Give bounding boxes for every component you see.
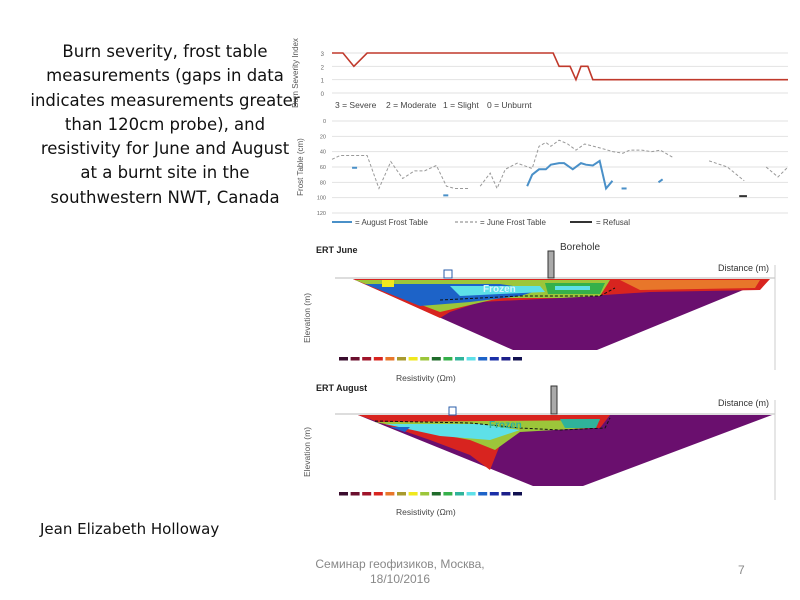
frost-tick-label: 40 [320,150,326,156]
colorbar-bg [331,488,529,501]
ert-june-frozen-label: Frozen [483,284,516,295]
colorbar-swatch [478,492,488,496]
ert-june-title: ERT June [316,245,358,255]
frost-tick-label: 20 [320,134,326,140]
severity-legend-note-3: 3 = Severe [335,100,377,110]
ert-june-frozen-cyan [450,286,545,296]
august-frost-line [526,159,614,191]
severity-line [332,52,788,82]
borehole-label: Borehole [560,242,600,253]
legend-refusal: = Refusal [596,218,630,227]
colorbar-swatch [455,357,464,361]
august-frost-line [657,178,664,184]
colorbar-swatch [431,357,441,361]
ert-august-frozen-label: Frozen [489,420,522,431]
colorbar-swatch [455,492,464,496]
colorbar-swatch [397,492,406,496]
slide-caption: Burn severity, frost table measurements … [30,42,300,207]
colorbar-swatch [408,357,418,361]
ert-august-frozen-teal [560,419,600,428]
colorbar-swatch [478,357,488,361]
colorbar-swatch [489,357,499,361]
ert-june-frozen-boundary [439,287,616,301]
legend-august: = August Frost Table [355,218,429,227]
colorbar-swatch [443,357,453,361]
colorbar-swatch [373,492,383,496]
ert-june-xlabel: Distance (m) [718,263,769,273]
severity-tick-label: 1 [321,79,325,85]
severity-legend-note-0: 0 = Unburnt [487,100,532,110]
severity-tick-label: 2 [321,65,325,71]
colorbar-swatch [513,357,522,361]
frost-tick-label: 0 [323,119,326,125]
colorbar-swatch [362,492,372,496]
ert-august-site-marker [448,406,457,416]
colorbar-swatch [373,357,383,361]
colorbar-swatch [420,492,430,496]
severity-ylabel: Burn Severity Index [291,38,300,108]
colorbar-swatch [489,492,499,496]
ert-august-borehole-marker [550,385,558,415]
ert-august-colorbar-label: Resistivity (Ωm) [396,507,456,517]
ert-june-ylabel: Elevation (m) [302,293,312,343]
colorbar-swatch [443,492,453,496]
colorbar-bg [331,353,529,366]
ert-june-borehole-marker [547,250,555,279]
ert-august-xlabel: Distance (m) [718,398,769,408]
frost-tick-label: 60 [320,165,326,171]
ert-august-frozen-cyan [385,424,520,440]
severity-tick-label: 3 [321,52,325,58]
colorbar-swatch [513,492,522,496]
severity-tick-label: 0 [321,92,325,98]
author-name: Jean Elizabeth Holloway [40,520,220,538]
colorbar-swatch [466,357,476,361]
severity-legend-note-1: 1 = Slight [443,100,479,110]
colorbar-swatch [431,492,441,496]
colorbar-swatch [385,357,395,361]
legend-june: = June Frost Table [480,218,546,227]
ert-august-frozen-boundary [374,417,611,431]
june-frost-line [479,139,674,190]
ert-august-title: ERT August [316,383,367,393]
frost-table-chart: Frost Table (cm) = August Frost Table = … [296,119,789,227]
june-frost-line [708,160,745,182]
ert-august-ylabel: Elevation (m) [302,427,312,477]
frost-ylabel: Frost Table (cm) [296,138,305,196]
ert-june-colorbar [331,353,529,366]
ert-june-section: ERT June Borehole Distance (m) Elevation… [302,242,776,383]
june-frost-line [765,166,789,178]
ert-august-colorbar [331,488,529,501]
colorbar-swatch [408,492,418,496]
colorbar-swatch [466,492,476,496]
june-frost-line [331,155,469,190]
colorbar-swatch [339,357,348,361]
colorbar-swatch [420,357,430,361]
ert-june-yellow-patch [382,280,394,287]
ert-june-frozen-core [555,286,590,290]
ert-june-site-marker [443,269,453,279]
ert-august-frozen-blue [390,427,410,432]
ert-june-orange-layer [620,280,760,290]
burn-severity-chart: Burn Severity Index 3 = Severe 2 = Moder… [291,38,788,110]
frost-tick-label: 80 [320,180,326,186]
colorbar-swatch [501,357,511,361]
colorbar-swatch [385,492,395,496]
colorbar-swatch [362,357,372,361]
colorbar-swatch [350,492,360,496]
slide-footer: Семинар геофизиков, Москва, 18/10/2016 [315,557,485,586]
colorbar-swatch [339,492,348,496]
ert-june-colorbar-label: Resistivity (Ωm) [396,373,456,383]
ert-august-section: ERT August Distance (m) Elevation (m) Fr… [302,383,776,517]
colorbar-swatch [397,357,406,361]
page-number: 7 [738,563,745,577]
colorbar-swatch [501,492,511,496]
frost-tick-label: 100 [317,196,326,202]
severity-legend-note-2: 2 = Moderate [386,100,437,110]
frost-tick-label: 120 [317,211,326,217]
colorbar-swatch [350,357,360,361]
